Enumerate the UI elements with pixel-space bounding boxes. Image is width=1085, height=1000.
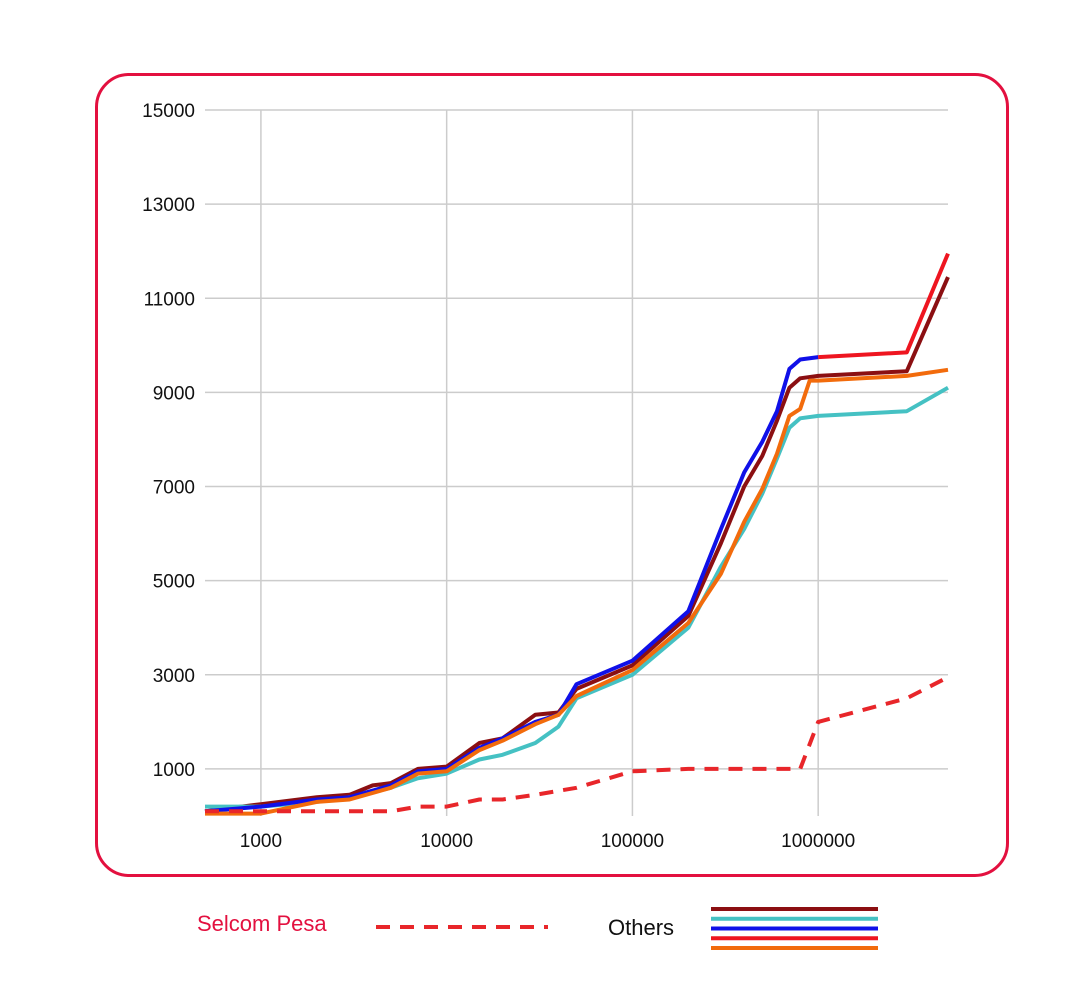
others-line-3 <box>204 355 819 814</box>
series-lines <box>204 252 950 816</box>
others-line-5 <box>205 367 949 816</box>
y-tick-label: 3000 <box>153 666 195 687</box>
x-tick-label: 1000 <box>240 831 282 852</box>
legend-others-label: Others <box>608 915 675 940</box>
y-tick-label: 7000 <box>153 478 195 499</box>
tick-labels: 1000 3000 5000 7000 9000 11000 13000 15000 1000 1… <box>142 101 855 852</box>
chart-frame <box>95 73 1009 877</box>
x-tick-label: 100000 <box>601 831 664 852</box>
legend-selcom-label: Selcom Pesa <box>197 911 327 936</box>
legend-swatches <box>376 907 878 950</box>
x-tick-label: 10000 <box>420 831 473 852</box>
others-line-4 <box>818 252 950 360</box>
y-tick-label: 1000 <box>153 760 195 781</box>
y-tick-label: 5000 <box>153 572 195 593</box>
y-tick-label: 15000 <box>142 101 195 122</box>
y-tick-label: 9000 <box>153 383 195 404</box>
y-tick-label: 13000 <box>142 195 195 216</box>
y-tick-label: 11000 <box>144 289 195 310</box>
grid <box>205 109 948 816</box>
x-tick-label: 1000000 <box>781 831 855 852</box>
others-line-2 <box>205 385 949 809</box>
